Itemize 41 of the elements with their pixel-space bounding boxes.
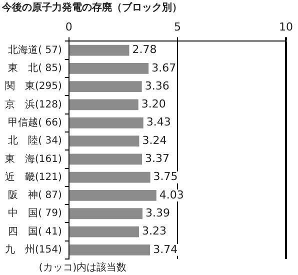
data-label: 3.75 — [153, 170, 178, 184]
text: (カッコ)内は該当数 — [38, 262, 127, 274]
bar — [69, 81, 142, 92]
bar — [69, 117, 144, 128]
y-tick-label: 甲信越( 66) — [8, 116, 62, 128]
bar — [69, 172, 150, 183]
bar — [69, 62, 149, 74]
bar — [69, 208, 142, 220]
y-tick-label: 東 海(161) — [5, 152, 62, 165]
data-label: 3.43 — [146, 116, 171, 129]
x-tick-label: 5 — [174, 20, 181, 34]
chart-title: 今後の原子力発電の存廃（ブロック別） — [1, 2, 182, 14]
data-label: 3.39 — [145, 206, 170, 220]
bar — [69, 244, 150, 256]
y-tick-label: 北 陸( 34) — [8, 134, 62, 147]
y-tick-label: 京 浜(128) — [5, 98, 62, 110]
data-label: 4.03 — [159, 188, 184, 202]
y-tick-label: 近 畿(121) — [5, 170, 62, 183]
data-label: 3.67 — [152, 61, 176, 74]
data-label: 3.23 — [142, 224, 167, 238]
bar — [69, 99, 138, 110]
y-tick-label: 阪 神( 87) — [8, 189, 62, 202]
y-tick-label: 北海道( 57) — [8, 44, 62, 56]
data-label: 3.20 — [141, 98, 166, 111]
x-tick-label: 10 — [279, 20, 293, 34]
y-tick-label: 関 東(295) — [5, 80, 62, 92]
y-tick-label: 四 国( 41) — [8, 226, 62, 238]
data-label: 3.74 — [153, 242, 178, 256]
y-tick-label: 東 北( 85) — [8, 62, 62, 74]
data-label: 2.78 — [132, 43, 157, 56]
data-label: 3.37 — [145, 152, 170, 166]
bar — [69, 154, 142, 165]
y-tick-label: 中 国( 79) — [8, 207, 62, 220]
bar — [69, 44, 130, 56]
bar — [69, 226, 140, 238]
data-label: 3.36 — [144, 79, 170, 92]
data-label: 3.24 — [142, 134, 167, 147]
x-tick-label: 0 — [65, 20, 72, 34]
bar — [69, 136, 140, 146]
bar — [69, 190, 156, 201]
y-tick-label: 九 州(154) — [5, 244, 62, 256]
